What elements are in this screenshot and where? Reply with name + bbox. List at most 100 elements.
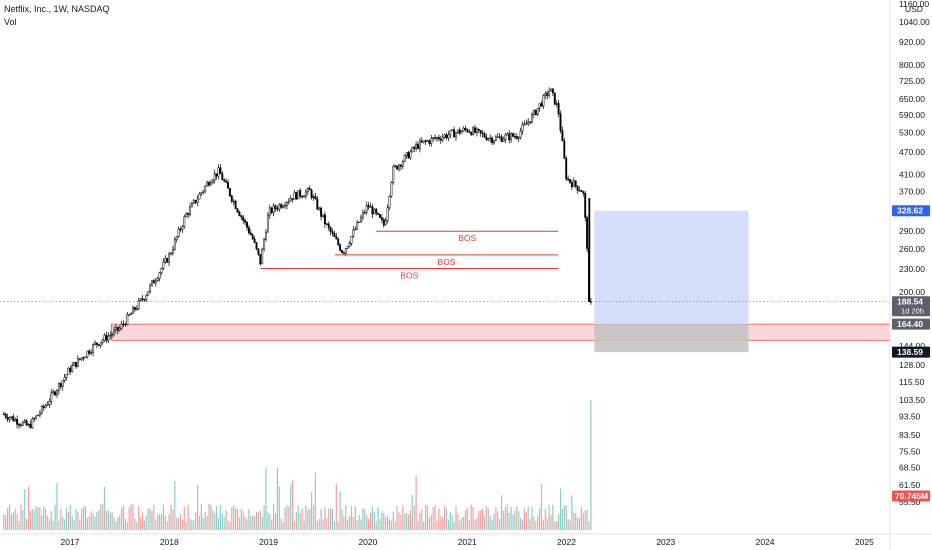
position-target-zone[interactable]	[594, 210, 749, 325]
candle	[88, 349, 91, 356]
candle	[580, 189, 583, 192]
candle	[567, 175, 570, 182]
volume-bar	[164, 515, 166, 530]
volume-bar	[193, 520, 195, 530]
volume-bar	[121, 508, 123, 530]
candle	[103, 333, 106, 342]
volume-bar	[10, 514, 12, 530]
time-axis[interactable]: 2017 2018 2019 2020 2021 2022 2023 2024 2025	[61, 537, 875, 547]
price-tick-label: 61.50	[899, 480, 921, 490]
candle	[483, 131, 486, 139]
volume-bar	[438, 508, 440, 530]
candle	[246, 221, 248, 231]
volume-bar	[96, 511, 98, 530]
volume-bar	[305, 505, 307, 530]
candle	[439, 135, 442, 144]
price-tick-label: 128.00	[899, 360, 925, 370]
volume-bar	[341, 508, 343, 530]
volume-bar	[284, 508, 286, 530]
candle	[390, 181, 393, 198]
price-tick-label: 103.50	[899, 395, 925, 405]
candle	[346, 245, 349, 250]
candle	[280, 202, 283, 209]
candle	[149, 283, 152, 294]
candle	[589, 298, 592, 305]
candle	[531, 111, 533, 124]
candle	[261, 247, 264, 265]
candle	[551, 87, 554, 96]
volume-bar	[358, 515, 360, 530]
position-stop-zone[interactable]	[594, 324, 749, 353]
candle	[510, 132, 513, 144]
volume-bar	[84, 506, 87, 530]
volume-bar	[56, 482, 58, 530]
candle	[42, 404, 45, 411]
volume-bar	[147, 508, 149, 530]
volume-bar	[37, 507, 39, 530]
candle	[16, 415, 19, 429]
candle	[303, 194, 305, 198]
candle	[310, 188, 313, 200]
volume-bar	[216, 506, 218, 530]
candle	[215, 173, 218, 180]
volume-bar	[223, 517, 225, 530]
price-tick-label: 260.00	[899, 244, 925, 254]
volume-bar	[525, 512, 527, 530]
volume-bar	[109, 512, 111, 530]
year-tick-label: 2019	[259, 537, 278, 547]
volume-bar	[75, 508, 77, 530]
candle	[164, 255, 167, 264]
candle	[289, 195, 292, 202]
candle	[521, 121, 524, 135]
candle	[382, 217, 385, 228]
volume-bar	[149, 508, 151, 530]
volume-bar	[280, 518, 282, 530]
volume-bar	[440, 515, 442, 530]
candle	[97, 344, 100, 347]
bos-line[interactable]: BOS	[334, 254, 559, 267]
volume-bar	[198, 515, 201, 530]
candle	[57, 382, 60, 395]
volume-bar	[523, 508, 525, 530]
volume-bar	[455, 505, 457, 530]
candle	[86, 350, 89, 359]
bos-line[interactable]: BOS	[260, 267, 559, 280]
candle	[126, 311, 129, 326]
candle	[111, 332, 114, 338]
volume-bar	[311, 492, 313, 530]
candle	[508, 129, 511, 144]
volume-bar	[371, 506, 373, 530]
candle	[561, 126, 564, 142]
candle	[500, 134, 503, 142]
candle	[365, 201, 368, 216]
price-axis[interactable]: 1160.00 1040.00 920.00 800.00 725.00 650.00 59…	[899, 0, 930, 507]
candle	[417, 141, 419, 150]
price-tick-label: 68.50	[899, 463, 921, 473]
candle	[84, 356, 87, 359]
candle	[323, 211, 326, 228]
candle	[544, 90, 547, 99]
candle	[185, 212, 188, 218]
volume-bar	[292, 480, 294, 530]
volume-bar	[419, 513, 421, 530]
volume-bar	[326, 517, 328, 530]
volume-bar	[411, 494, 413, 530]
volume-bar	[54, 504, 56, 530]
candle	[29, 420, 32, 429]
candle	[21, 421, 24, 426]
volume-bar	[563, 505, 565, 530]
volume-bar	[381, 511, 383, 530]
volume-bar	[303, 520, 305, 530]
bos-line[interactable]: BOS	[376, 230, 559, 243]
volume-bar	[542, 519, 544, 530]
volume-bar	[421, 509, 423, 530]
candle	[301, 195, 304, 199]
candle	[363, 209, 366, 215]
candle	[99, 342, 102, 349]
demand-zone[interactable]	[110, 323, 891, 341]
candle	[109, 331, 112, 340]
candle	[128, 313, 131, 316]
price-tick-label: 83.50	[899, 430, 921, 440]
candle	[38, 410, 41, 418]
